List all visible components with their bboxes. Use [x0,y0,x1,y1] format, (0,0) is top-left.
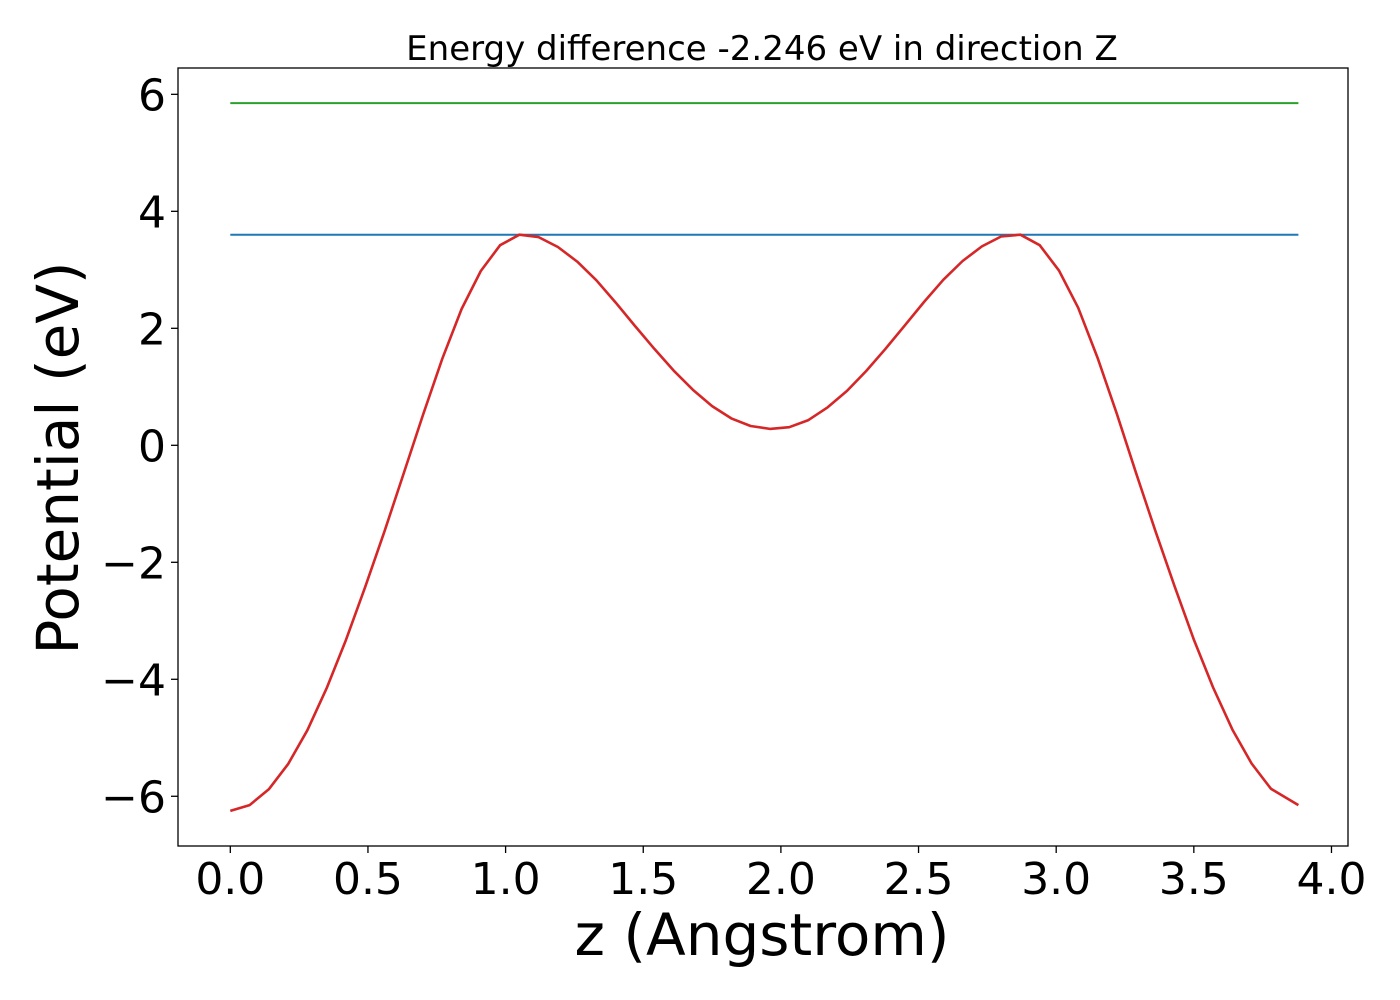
series-layer [229,102,1300,813]
y-axis: −6 −4 −2 0 2 4 6 [101,70,178,823]
x-tick-label: 0.5 [333,854,403,905]
y-tick-label: 4 [138,187,166,238]
x-tick-label: 2.5 [884,854,954,905]
x-tick-label: 2.0 [746,854,816,905]
y-tick-label: 0 [138,421,166,472]
y-tick-label: −6 [101,772,166,823]
series-line-3 [229,233,1300,813]
plot-frame [177,67,1349,847]
x-tick-label: 3.5 [1159,854,1229,905]
chart-title: Energy difference -2.246 eV in direction… [406,29,1118,69]
x-axis: 0.0 0.5 1.0 1.5 2.0 2.5 3.0 3.5 4.0 [195,846,1366,905]
x-tick-label: 3.0 [1021,854,1091,905]
y-tick-label: 6 [138,70,166,121]
y-axis-label: Potential (eV) [24,261,92,654]
x-axis-label: z (Angstrom) [575,901,950,969]
x-tick-label: 1.0 [471,854,541,905]
x-tick-label: 4.0 [1296,854,1366,905]
y-tick-label: 2 [138,304,166,355]
y-tick-label: −2 [101,538,166,589]
x-tick-label: 0.0 [195,854,265,905]
y-tick-label: −4 [101,655,166,706]
x-tick-label: 1.5 [608,854,678,905]
